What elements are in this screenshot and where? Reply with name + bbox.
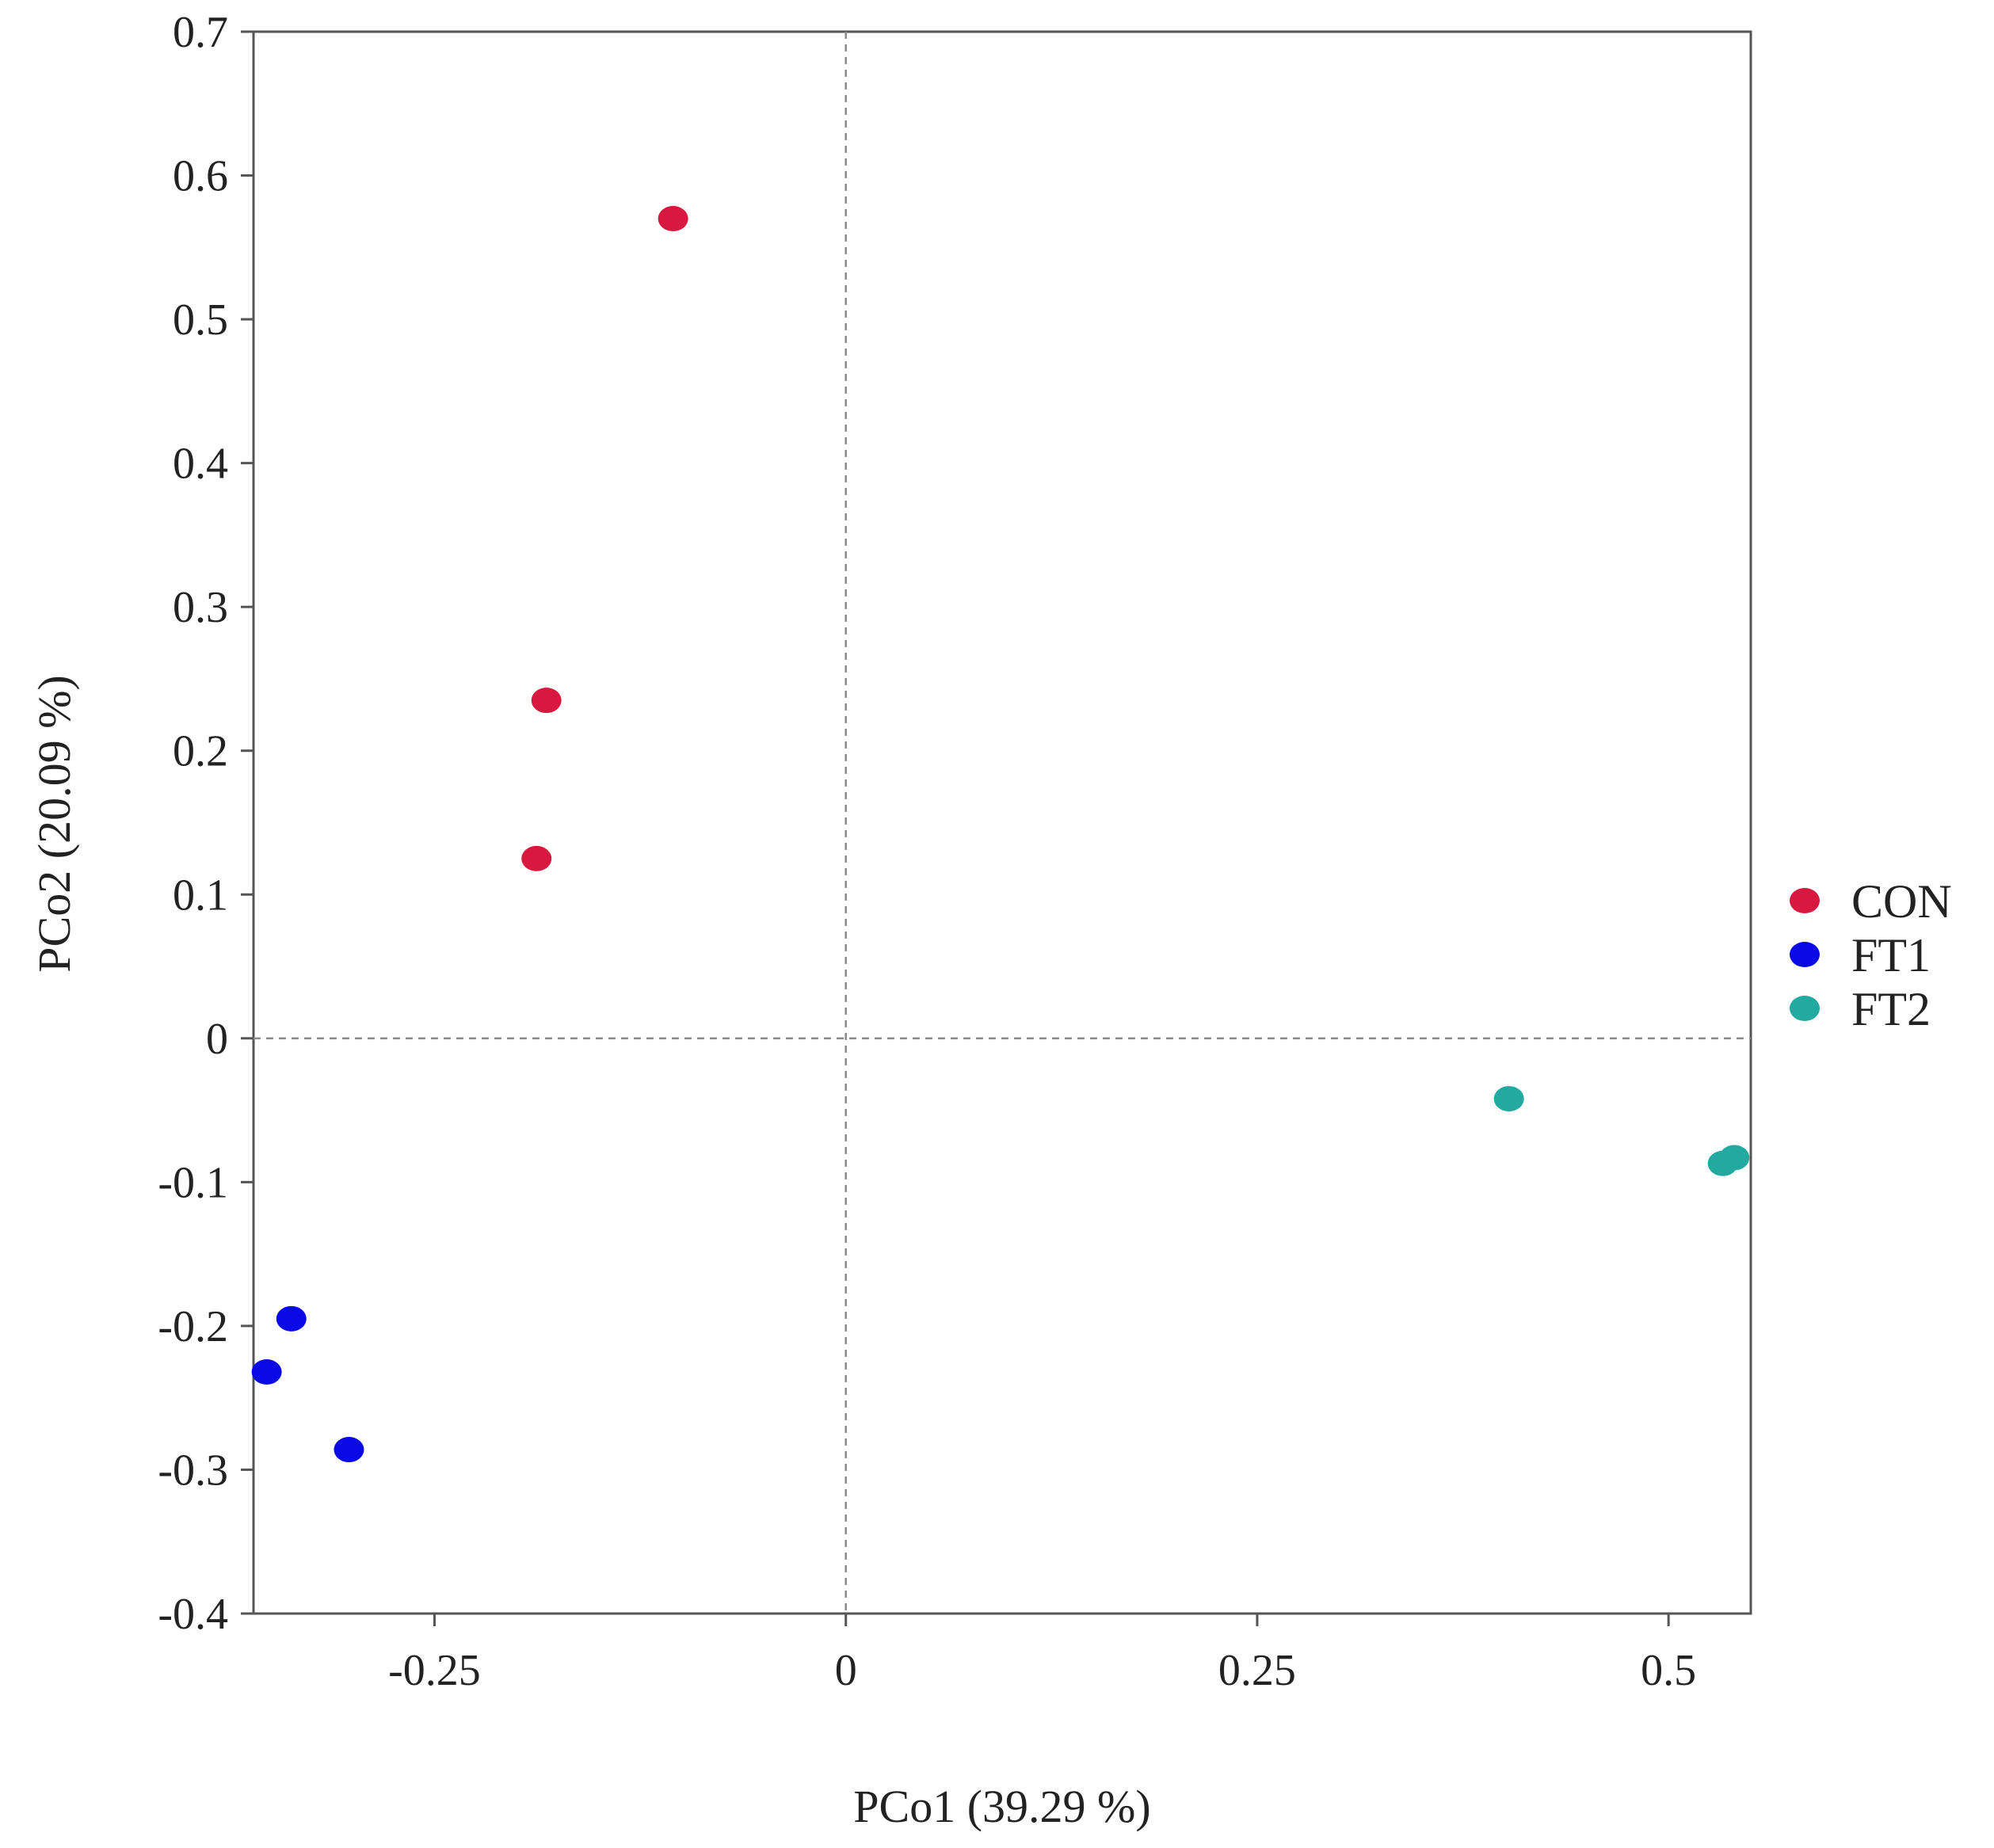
- point-ft2: [1493, 1086, 1524, 1112]
- legend-marker-ft1: [1790, 942, 1820, 967]
- point-ft1: [334, 1437, 364, 1463]
- x-tick-label: 0.5: [1641, 1646, 1696, 1695]
- point-con: [521, 845, 552, 871]
- reference-lines: [254, 32, 1751, 1614]
- x-axis-ticks: -0.25 0 0.25 0.5: [388, 1614, 1696, 1695]
- point-con: [531, 688, 562, 714]
- legend-label-ft1: FT1: [1851, 929, 1931, 981]
- point-ft1: [276, 1305, 307, 1332]
- y-tick-label: 0.6: [173, 152, 228, 201]
- y-tick-label: 0.3: [173, 583, 228, 632]
- x-axis-title: PCo1 (39.29 %): [853, 1781, 1150, 1832]
- y-tick-label: 0.5: [173, 295, 228, 345]
- y-tick-label: 0.1: [173, 871, 228, 920]
- plot-frame: [252, 30, 1752, 1615]
- x-tick-label: -0.25: [388, 1646, 481, 1695]
- point-con: [658, 206, 688, 232]
- point-ft1: [251, 1359, 282, 1385]
- y-tick-label: -0.2: [158, 1302, 228, 1351]
- legend-marker-con: [1790, 888, 1820, 913]
- y-tick-label: 0.4: [173, 440, 228, 489]
- point-ft2: [1719, 1145, 1750, 1171]
- x-tick-label: 0.25: [1218, 1646, 1296, 1695]
- y-tick-label: 0.2: [173, 727, 228, 776]
- legend-label-con: CON: [1851, 875, 1952, 928]
- y-axis-title: PCo2 (20.09 %): [29, 675, 80, 972]
- legend-marker-ft2: [1790, 996, 1820, 1021]
- data-points: [251, 206, 1750, 1463]
- y-axis-ticks: 0.7 0.6 0.5 0.4 0.3 0.2 0.1 0 -0.1 -0.2 -0.3 -0.4: [158, 8, 254, 1639]
- legend-label-ft2: FT2: [1851, 983, 1931, 1035]
- y-tick-label: -0.3: [158, 1446, 228, 1495]
- y-tick-label: -0.1: [158, 1158, 228, 1207]
- y-tick-label: -0.4: [158, 1590, 228, 1639]
- x-tick-label: 0: [835, 1646, 857, 1695]
- y-tick-label: 0.7: [173, 8, 228, 57]
- y-tick-label: 0: [206, 1015, 228, 1064]
